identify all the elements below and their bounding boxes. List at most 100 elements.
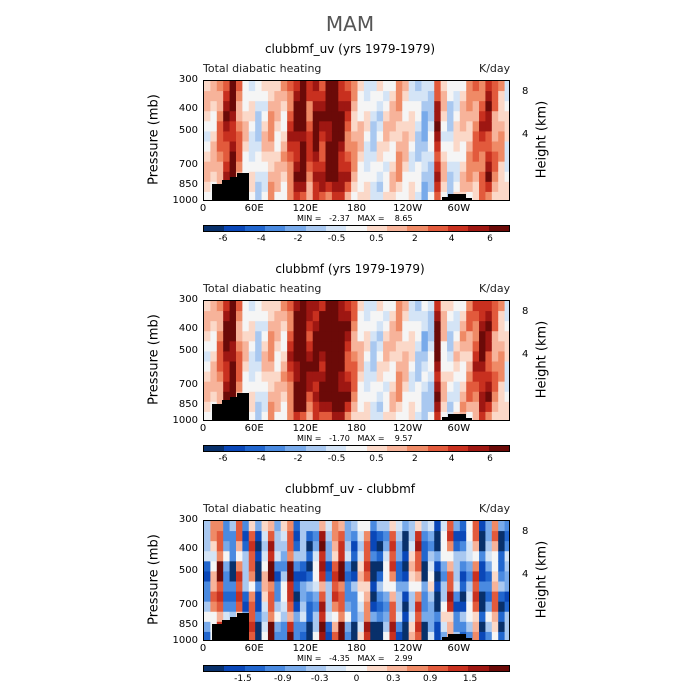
figure-title: MAM — [325, 12, 375, 36]
heatmap-cell — [357, 351, 365, 363]
heatmap-cell — [485, 361, 493, 373]
heatmap-cell — [363, 361, 371, 373]
heatmap-cell — [293, 601, 301, 613]
heatmap-cell — [440, 561, 448, 573]
heatmap-cell — [210, 341, 218, 353]
heatmap-cell — [434, 321, 442, 332]
colorbar-swatch — [447, 226, 469, 231]
heatmap-cell — [408, 121, 416, 133]
heatmap-cell — [280, 571, 288, 583]
heatmap-cell — [434, 611, 442, 623]
heatmap-cell — [274, 121, 282, 133]
heatmap-cell — [319, 601, 327, 613]
x-tick-label: 180 — [346, 423, 367, 434]
topography-mask — [458, 638, 472, 640]
heatmap-cell — [402, 631, 410, 640]
min-value: MIN = -2.37 — [297, 214, 358, 223]
heatmap-cell — [421, 321, 429, 332]
heatmap-cell — [383, 521, 391, 532]
heatmap-cell — [216, 111, 224, 122]
heatmap-cell — [370, 151, 378, 163]
heatmap-cell — [287, 141, 295, 153]
heatmap-cell — [216, 81, 224, 92]
heatmap-cell — [504, 361, 509, 373]
colorbar-label: -4 — [256, 234, 266, 244]
heatmap-cell — [287, 611, 295, 623]
heatmap-cell — [306, 191, 314, 200]
heatmap-cell — [235, 371, 243, 383]
heatmap-cell — [453, 311, 461, 322]
heatmap-cell — [210, 301, 218, 312]
heatmap-cell — [306, 611, 314, 623]
heatmap-cell — [389, 91, 397, 102]
heatmap-cell — [434, 581, 442, 593]
heatmap-cell — [223, 391, 231, 403]
heatmap-cell — [351, 321, 359, 332]
heatmap-cell — [274, 611, 282, 623]
heatmap-cell — [280, 591, 288, 603]
heatmap-cell — [280, 101, 288, 112]
heatmap-cell — [434, 531, 442, 542]
heatmap-cell — [255, 561, 263, 573]
heatmap-cell — [338, 391, 346, 403]
heatmap-cell — [491, 411, 499, 420]
heatmap-cell — [312, 371, 320, 383]
heatmap-cell — [248, 341, 256, 353]
heatmap-cell — [453, 371, 461, 383]
heatmap-cell — [408, 621, 416, 633]
heatmap-cell — [280, 611, 288, 623]
heatmap-cell — [389, 131, 397, 143]
heatmap-cell — [376, 541, 384, 552]
x-tick-label: 0 — [199, 423, 207, 434]
heatmap-cell — [287, 391, 295, 403]
heatmap-cell — [267, 561, 275, 573]
x-tick-label: 120W — [393, 643, 423, 654]
heatmap-cell — [440, 391, 448, 403]
heatmap-cell — [357, 631, 365, 640]
heatmap-cell — [357, 331, 365, 342]
heatmap-cell — [216, 101, 224, 112]
heatmap-cell — [504, 351, 509, 363]
heatmap-cell — [204, 81, 211, 92]
heatmap-cell — [395, 141, 403, 153]
heatmap-cell — [395, 351, 403, 363]
heatmap-cell — [363, 141, 371, 153]
heatmap-cell — [504, 531, 509, 542]
heatmap-cell — [312, 351, 320, 363]
heatmap-cell — [325, 331, 333, 342]
heatmap-cell — [357, 321, 365, 332]
heatmap-cell — [415, 631, 423, 640]
heatmap-cell — [248, 361, 256, 373]
y-tick-label: 400 — [178, 542, 198, 554]
heatmap-cell — [440, 531, 448, 542]
heatmap-cell — [376, 311, 384, 322]
heatmap-cell — [267, 331, 275, 342]
heatmap-cell — [472, 391, 480, 403]
heatmap-cell — [427, 351, 435, 363]
heatmap-cell — [280, 621, 288, 633]
min-max-label: MIN = -1.70 MAX = 9.57 — [297, 434, 413, 443]
colorbar-swatch — [366, 666, 387, 671]
heatmap-cell — [235, 361, 243, 373]
heatmap-cell — [453, 101, 461, 112]
heatmap-cell — [280, 301, 288, 312]
heatmap-cell — [376, 141, 384, 153]
heatmap-cell — [376, 411, 384, 420]
heatmap-cell — [479, 601, 487, 613]
heatmap-cell — [223, 141, 231, 153]
heatmap-cell — [248, 81, 256, 92]
heatmap-cell — [204, 401, 211, 413]
heatmap-cell — [344, 191, 352, 200]
heatmap-cell — [370, 391, 378, 403]
colorbar-swatch — [488, 666, 509, 671]
heatmap-cell — [344, 591, 352, 603]
heatmap-cell — [319, 561, 327, 573]
heatmap-cell — [363, 81, 371, 92]
heatmap-cell — [255, 581, 263, 593]
heatmap-cell — [216, 531, 224, 542]
heatmap-cell — [299, 161, 307, 173]
heatmap-cell — [325, 601, 333, 613]
heatmap-cell — [498, 621, 506, 633]
heatmap-cell — [466, 181, 474, 193]
heatmap-cell — [267, 551, 275, 562]
